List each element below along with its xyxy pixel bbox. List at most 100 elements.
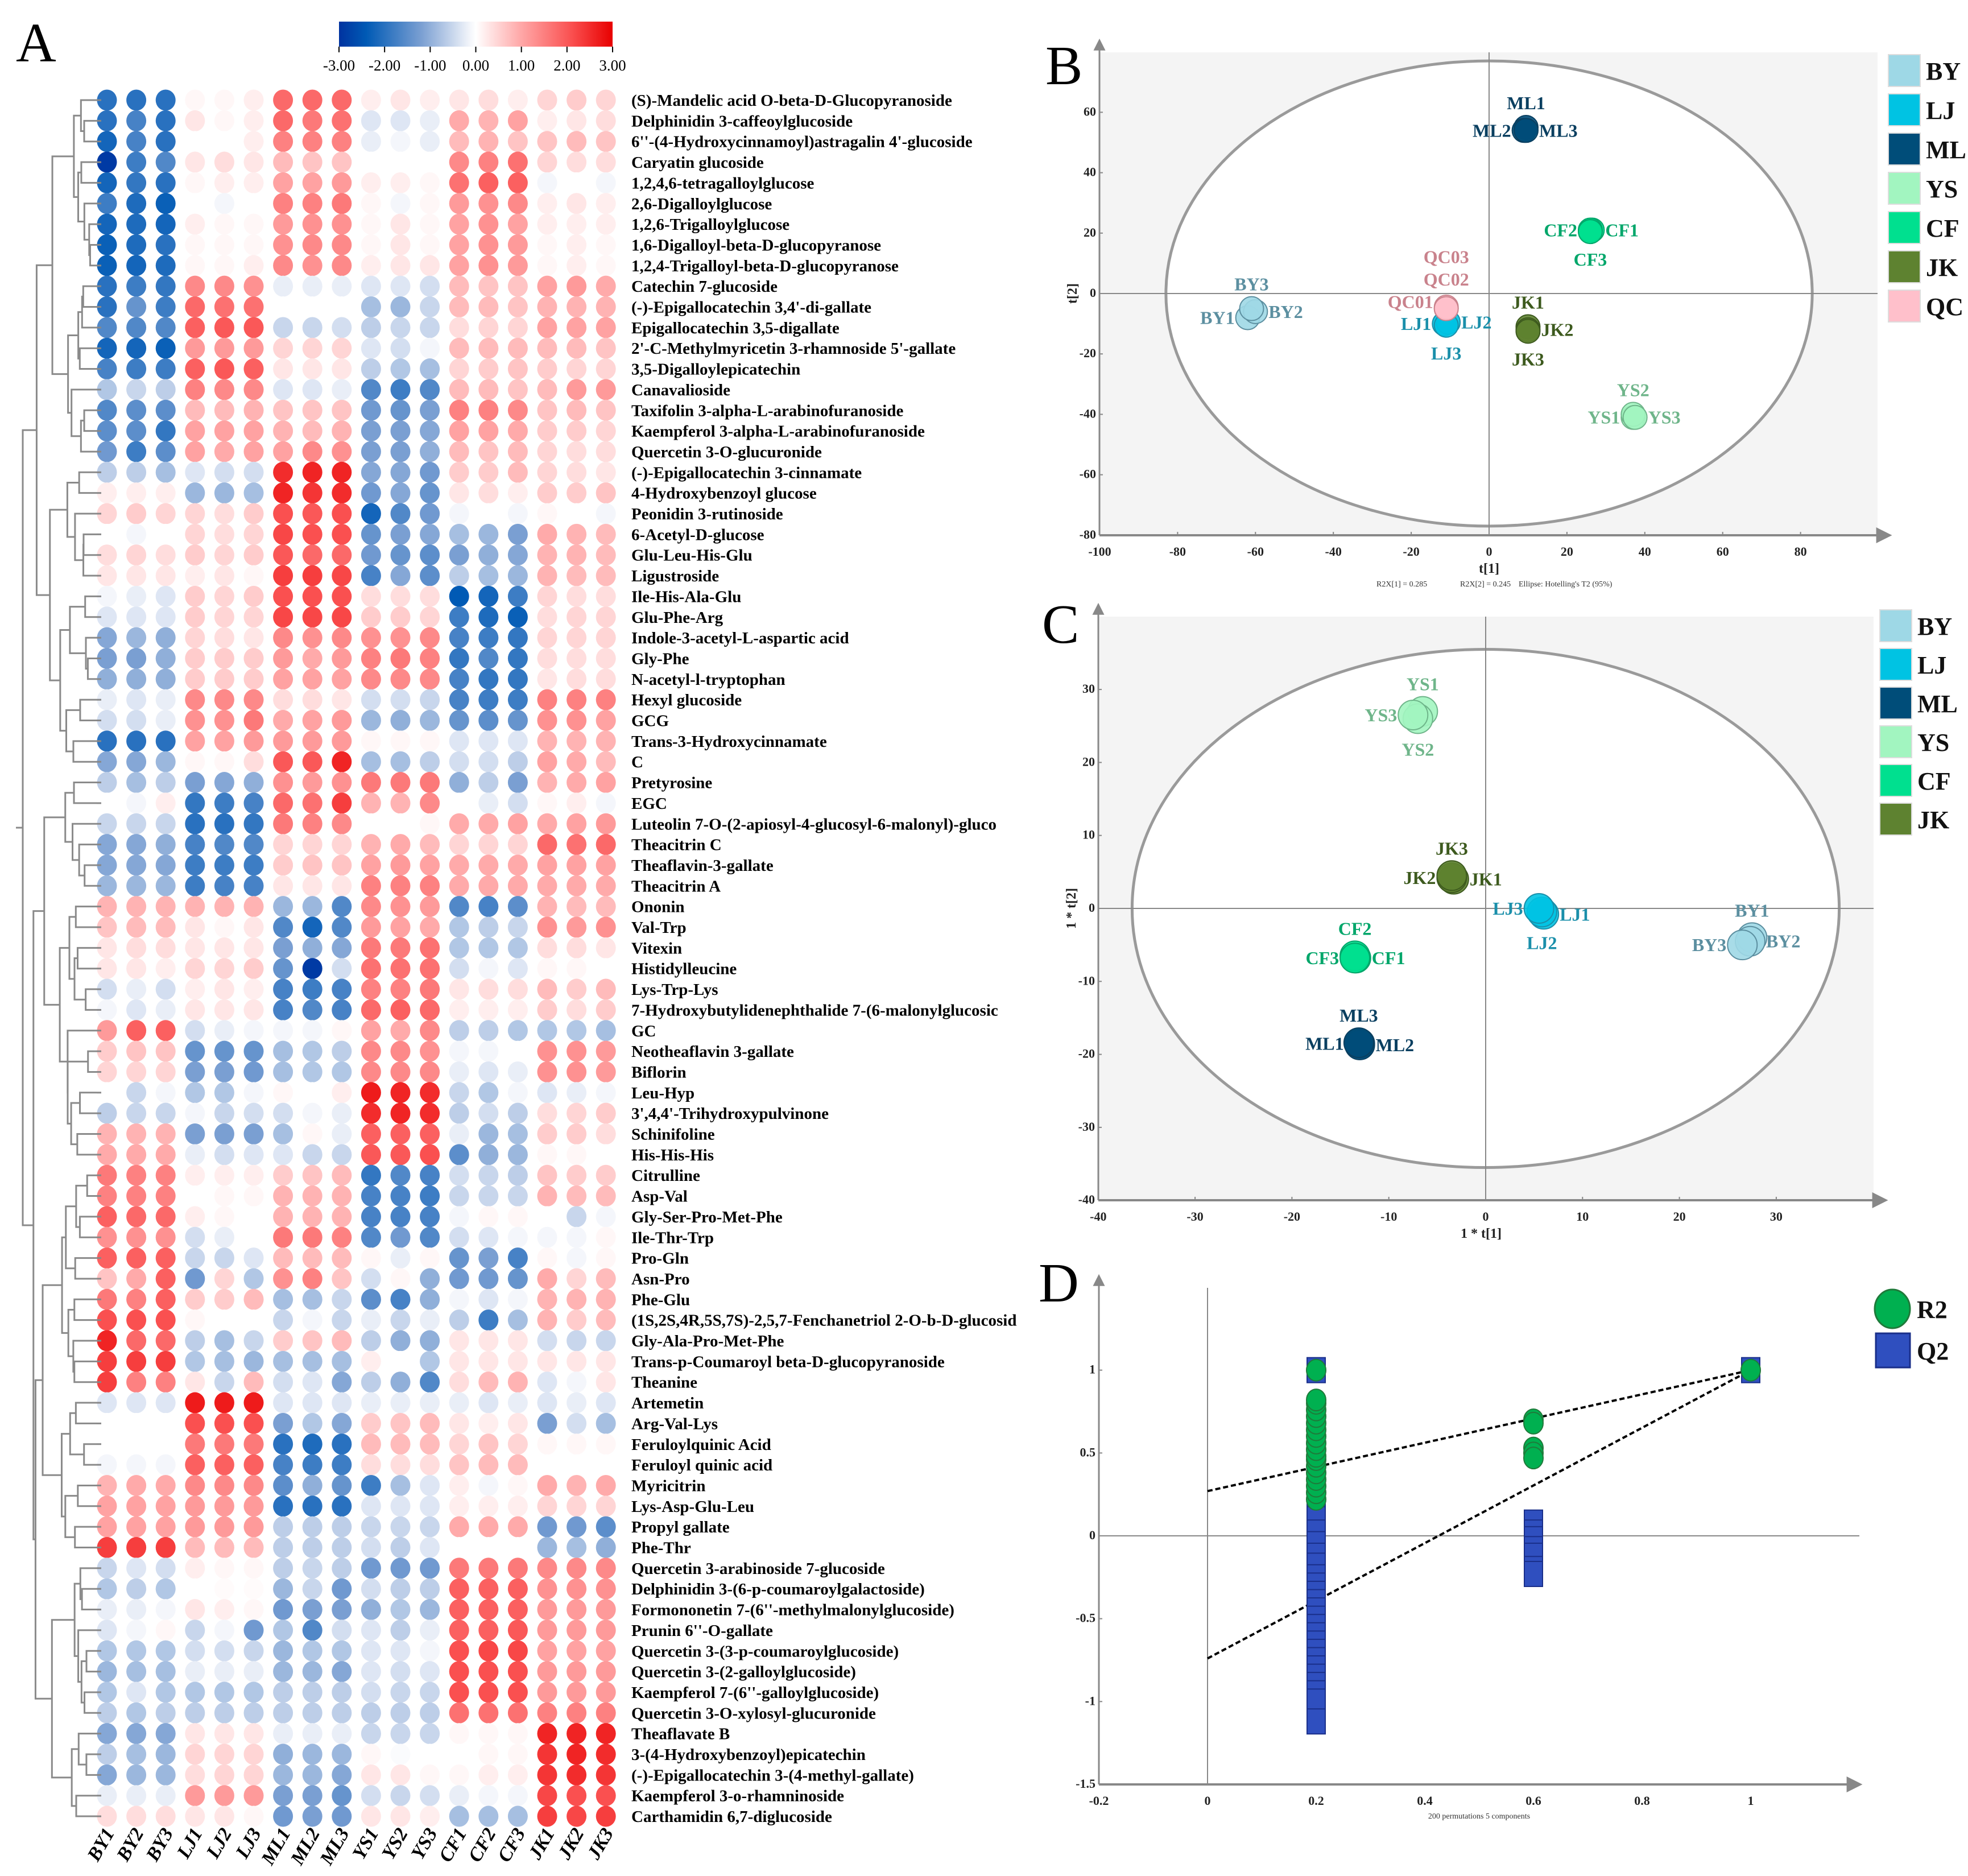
- heatmap-cell: [273, 544, 293, 566]
- metabolite-label: EGC: [631, 795, 667, 813]
- heatmap-cell: [449, 1495, 469, 1517]
- heatmap-cell: [185, 1082, 205, 1104]
- heatmap-cell: [507, 875, 528, 896]
- heatmap-cell: [97, 255, 117, 276]
- metabolite-label: 3,5-Digalloylepicatechin: [631, 361, 800, 379]
- heatmap-cell: [214, 1040, 234, 1062]
- heatmap-cell: [214, 1495, 234, 1517]
- heatmap-cell: [97, 1743, 117, 1765]
- heatmap-cell: [596, 1578, 616, 1600]
- heatmap-cell: [567, 772, 587, 794]
- x-tick-label: 0: [1205, 1794, 1211, 1808]
- heatmap-cell: [567, 1537, 587, 1558]
- heatmap-cell: [420, 1578, 440, 1600]
- heatmap-cell: [214, 1702, 234, 1724]
- heatmap-row: Canavalioside: [97, 379, 730, 400]
- heatmap-cell: [361, 89, 381, 111]
- heatmap-cell: [478, 689, 499, 710]
- heatmap-cell: [185, 1516, 205, 1538]
- heatmap-cell: [567, 792, 587, 814]
- heatmap-cell: [126, 730, 147, 752]
- heatmap-cell: [126, 1268, 147, 1290]
- heatmap-cell: [214, 710, 234, 731]
- heatmap-cell: [507, 751, 528, 772]
- heatmap-cell: [361, 1082, 381, 1104]
- dendrogram-branch: [74, 1257, 97, 1280]
- heatmap-cell: [273, 1764, 293, 1786]
- heatmap-cell: [478, 317, 499, 338]
- heatmap-cell: [97, 1082, 117, 1104]
- heatmap-cell: [390, 751, 411, 772]
- heatmap-cell: [449, 213, 469, 235]
- heatmap-cell: [243, 1309, 264, 1331]
- heatmap-cell: [332, 916, 352, 938]
- heatmap-cell: [361, 151, 381, 173]
- heatmap-cell: [449, 234, 469, 255]
- heatmap-cell: [361, 730, 381, 752]
- metabolite-label: 1,2,4-Trigalloyl-beta-D-glucopyranose: [631, 257, 899, 275]
- heatmap-cell: [449, 1268, 469, 1290]
- heatmap-cell: [361, 1743, 381, 1765]
- heatmap-cell: [420, 1061, 440, 1082]
- heatmap-cell: [507, 275, 528, 297]
- heatmap-cell: [273, 1061, 293, 1082]
- metabolite-label: Gly-Ala-Pro-Met-Phe: [631, 1332, 784, 1350]
- heatmap-cell: [537, 482, 557, 504]
- heatmap-cell: [243, 317, 264, 338]
- heatmap-cell: [126, 482, 147, 504]
- heatmap-cell: [97, 1412, 117, 1434]
- heatmap-cell: [185, 668, 205, 690]
- heatmap-cell: [537, 1433, 557, 1455]
- metabolite-label: 1,2,6-Trigalloylglucose: [631, 216, 789, 234]
- heatmap-cell: [332, 565, 352, 586]
- heatmap-cell: [390, 1164, 411, 1186]
- legend-marker-q2: [1875, 1332, 1911, 1369]
- heatmap-cell: [420, 1268, 440, 1290]
- sample-point-label: CF1: [1372, 948, 1405, 968]
- heatmap-cell: [302, 689, 323, 710]
- heatmap-cell: [478, 1743, 499, 1765]
- heatmap-cell: [478, 1392, 499, 1414]
- heatmap-cell: [332, 813, 352, 834]
- heatmap-cell: [390, 1288, 411, 1310]
- heatmap-cell: [243, 751, 264, 772]
- heatmap-row: Theacitrin C: [97, 834, 722, 856]
- metabolite-label: 6''-(4-Hydroxycinnamoyl)astragalin 4'-gl…: [631, 133, 973, 151]
- heatmap-cell: [302, 1764, 323, 1786]
- heatmap-cell: [273, 420, 293, 442]
- heatmap-cell: [273, 1164, 293, 1186]
- heatmap-cell: [478, 937, 499, 958]
- heatmap-cell: [537, 1764, 557, 1786]
- heatmap-row: Ononin: [97, 896, 685, 918]
- heatmap-cell: [507, 1330, 528, 1352]
- y-tick-label: -0.5: [1076, 1611, 1095, 1625]
- heatmap-cell: [361, 1330, 381, 1352]
- heatmap-cell: [507, 482, 528, 504]
- heatmap-cell: [332, 751, 352, 772]
- heatmap-cell: [478, 1640, 499, 1662]
- heatmap-cell: [155, 1578, 176, 1600]
- heatmap-cell: [478, 1764, 499, 1786]
- heatmap-cell: [155, 1392, 176, 1414]
- heatmap-cell: [155, 1082, 176, 1104]
- dendrogram-branch: [42, 1284, 63, 1476]
- heatmap-cell: [332, 1102, 352, 1124]
- heatmap-cell: [243, 668, 264, 690]
- heatmap-cell: [596, 317, 616, 338]
- heatmap-cell: [507, 1619, 528, 1641]
- sample-point-label: CF3: [1305, 948, 1339, 968]
- heatmap-cell: [596, 1495, 616, 1517]
- heatmap-cell: [273, 916, 293, 938]
- heatmap-cell: [302, 978, 323, 1000]
- heatmap-row: 2,6-Digalloylglucose: [97, 193, 772, 214]
- heatmap-cell: [567, 523, 587, 545]
- heatmap-cell: [567, 89, 587, 111]
- heatmap-cell: [449, 482, 469, 504]
- heatmap-cell: [361, 1371, 381, 1393]
- metabolite-label: Gly-Phe: [631, 650, 689, 668]
- heatmap-cell: [420, 896, 440, 918]
- heatmap-cell: [567, 1102, 587, 1124]
- dendrogram-branch: [77, 171, 85, 223]
- heatmap-cell: [302, 1723, 323, 1745]
- heatmap-cell: [302, 1247, 323, 1269]
